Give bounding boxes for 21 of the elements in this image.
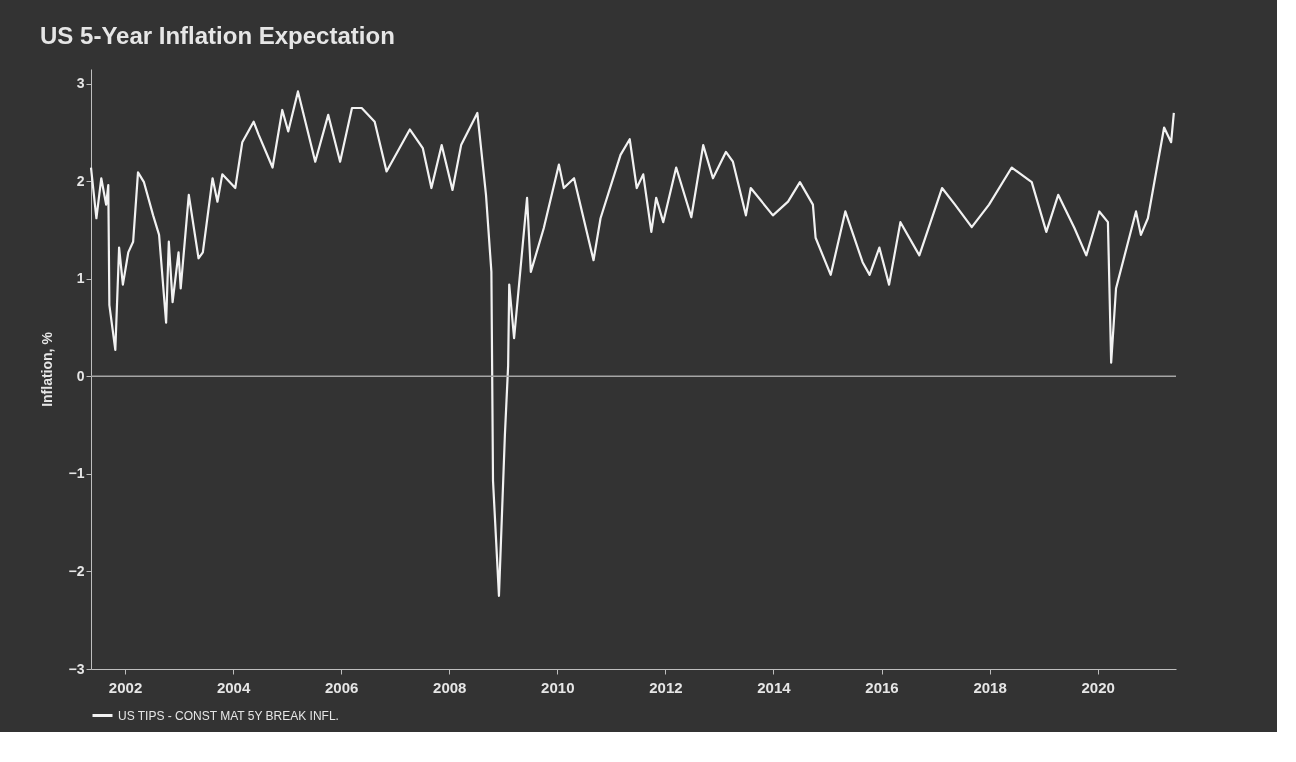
x-tick-label: 2016: [865, 678, 899, 696]
x-tick-label: 2002: [108, 678, 143, 696]
y-tick-label: 3: [76, 75, 85, 92]
x-tick-label: 2006: [324, 678, 359, 696]
line-series: [89, 90, 1175, 597]
y-tick-label: 1: [76, 270, 85, 287]
x-tick-label: 2004: [216, 678, 251, 696]
y-tick-label: −3: [68, 660, 85, 677]
y-tick-label: 2: [76, 172, 85, 189]
y-axis-title: Inflation, %: [38, 331, 55, 407]
x-tick-label: 2014: [757, 678, 792, 696]
x-tick-label: 2012: [649, 678, 683, 696]
legend-label: US TIPS - CONST MAT 5Y BREAK INFL.: [118, 708, 339, 723]
chart-title: US 5-Year Inflation Expectation: [40, 22, 395, 49]
x-tick-label: 2020: [1081, 678, 1115, 696]
y-tick-label: −2: [68, 562, 85, 579]
y-tick-label: −1: [68, 465, 85, 482]
x-tick-label: 2018: [973, 678, 1007, 696]
x-tick-label: 2008: [433, 678, 467, 696]
y-tick-label: 0: [76, 367, 85, 384]
x-tick-label: 2010: [541, 678, 575, 696]
